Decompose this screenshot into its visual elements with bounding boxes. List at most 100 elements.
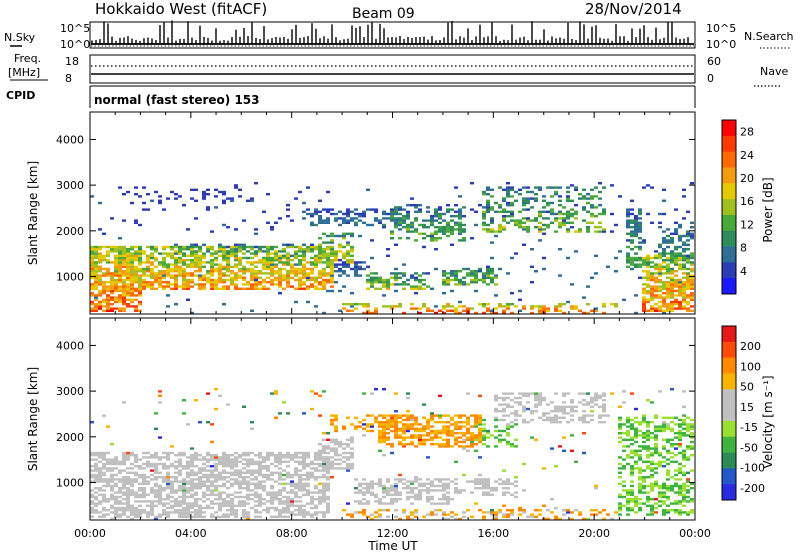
velocity-cell: [394, 493, 398, 496]
power-cell: [338, 263, 342, 266]
power-cell: [154, 245, 158, 249]
colorbar-swatch: [722, 278, 736, 295]
power-cell: [490, 195, 494, 198]
velocity-cell: [102, 458, 106, 461]
velocity-cell: [662, 495, 666, 499]
power-cell: [302, 270, 306, 273]
power-cell: [590, 276, 594, 279]
velocity-cell: [494, 515, 498, 518]
velocity-cell: [642, 487, 646, 490]
velocity-cell: [334, 443, 338, 446]
power-cell: [406, 215, 410, 218]
power-cell: [254, 281, 258, 284]
power-cell: [150, 283, 154, 286]
power-cell: [354, 265, 358, 268]
power-cell: [658, 212, 662, 216]
power-cell: [322, 256, 326, 260]
velocity-cell: [446, 491, 450, 494]
power-cell: [234, 243, 238, 246]
velocity-cell: [518, 414, 522, 417]
power-cell: [550, 208, 554, 211]
power-cell: [642, 292, 646, 295]
velocity-cell: [514, 410, 518, 413]
power-cell: [350, 305, 354, 308]
velocity-cell: [326, 447, 330, 450]
velocity-cell: [142, 478, 146, 481]
velocity-cell: [98, 473, 102, 477]
power-cell: [690, 283, 694, 286]
power-cell: [146, 281, 150, 284]
velocity-cell: [370, 482, 374, 485]
power-cell: [678, 239, 682, 242]
velocity-cell: [226, 403, 230, 406]
power-cell: [94, 252, 98, 255]
velocity-cell: [318, 491, 322, 494]
velocity-cell: [282, 456, 286, 459]
velocity-cell: [478, 487, 482, 490]
velocity-cell: [242, 480, 246, 483]
velocity-cell: [186, 513, 190, 516]
power-cell: [502, 228, 506, 231]
power-cell: [122, 270, 126, 273]
velocity-cell: [342, 447, 346, 450]
power-cell: [678, 267, 682, 271]
power-cell: [150, 270, 154, 273]
velocity-cell: [510, 392, 514, 395]
velocity-cell: [646, 465, 650, 468]
power-cell: [166, 272, 170, 275]
velocity-cell: [254, 511, 258, 514]
velocity-cell: [222, 471, 226, 474]
velocity-cell: [118, 460, 122, 463]
power-cell: [602, 208, 606, 211]
power-cell: [474, 311, 478, 315]
velocity-cell: [378, 498, 382, 501]
velocity-cell: [154, 491, 158, 494]
velocity-cell: [438, 502, 442, 505]
velocity-cell: [298, 473, 302, 477]
velocity-cell: [130, 480, 134, 483]
power-cell: [158, 278, 162, 282]
power-cell: [514, 190, 518, 194]
power-cell: [678, 285, 682, 288]
power-cell: [646, 298, 650, 301]
power-cell: [690, 305, 694, 308]
velocity-cell: [658, 495, 662, 499]
velocity-cell: [454, 487, 458, 490]
power-cell: [190, 285, 194, 288]
velocity-cell: [394, 425, 398, 428]
power-cell: [494, 311, 498, 315]
power-cell: [202, 190, 206, 194]
power-cell: [638, 276, 642, 279]
power-cell: [670, 276, 674, 279]
power-cell: [326, 210, 330, 213]
power-cell: [270, 226, 274, 229]
velocity-cell: [214, 407, 218, 411]
velocity-cell: [170, 484, 174, 488]
velocity-cell: [666, 458, 670, 461]
velocity-cell: [194, 484, 198, 488]
power-cell: [554, 307, 558, 310]
velocity-cell: [318, 498, 322, 501]
power-cell: [94, 281, 98, 284]
colorbar-swatch: [722, 262, 736, 279]
power-cell: [90, 195, 94, 198]
power-cell: [150, 256, 154, 260]
velocity-cell: [514, 418, 518, 422]
power-cell: [458, 283, 462, 286]
power-cell: [326, 272, 330, 275]
velocity-cell: [198, 476, 202, 479]
velocity-cell: [318, 489, 322, 492]
power-cell: [686, 276, 690, 279]
velocity-cell: [418, 434, 422, 437]
velocity-cell: [494, 489, 498, 492]
power-cell: [678, 259, 682, 262]
velocity-cell: [298, 500, 302, 503]
power-cell: [662, 261, 666, 264]
power-cell: [322, 208, 326, 211]
power-cell: [362, 311, 366, 315]
power-cell: [222, 250, 226, 253]
velocity-cell: [394, 484, 398, 488]
power-cell: [330, 208, 334, 211]
velocity-cell: [602, 407, 606, 411]
power-cell: [590, 188, 594, 191]
